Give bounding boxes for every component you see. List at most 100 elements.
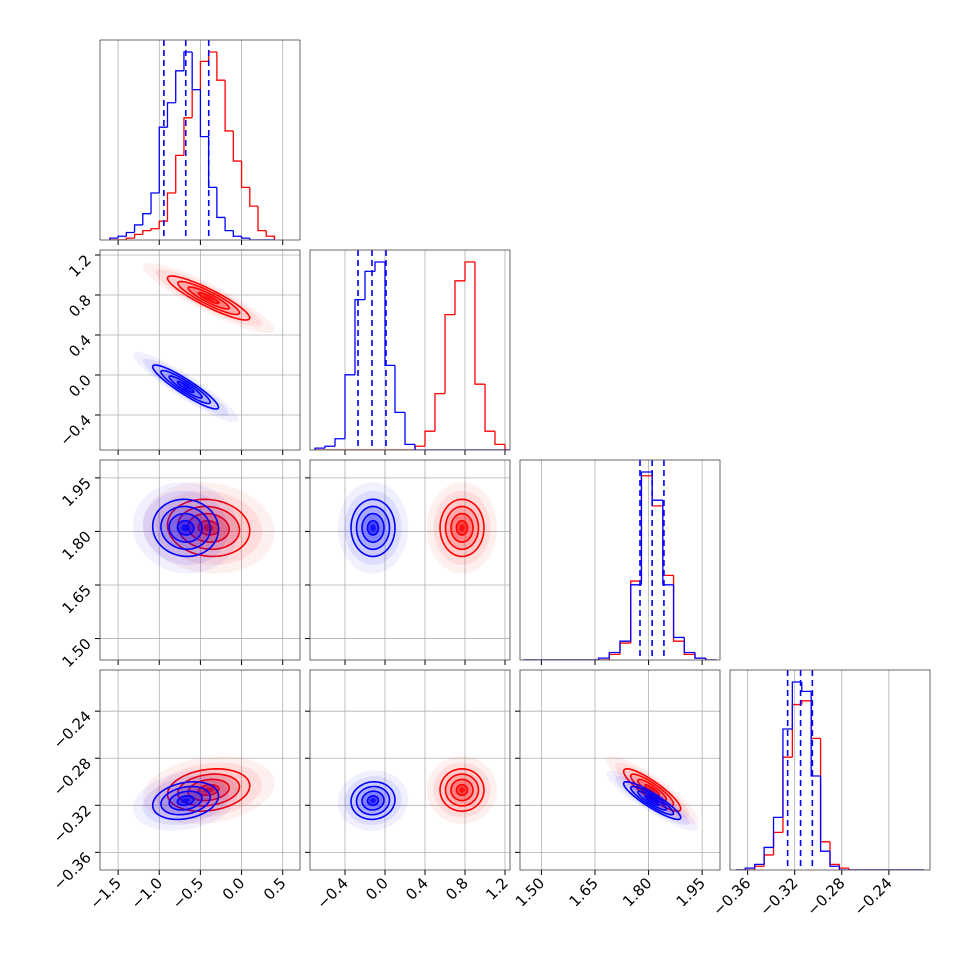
panel-border [99,39,301,241]
x-tick-label: 0.4 [402,874,432,904]
x-tick-label: 1.95 [673,874,709,910]
histogram-step [191,52,201,91]
x-tick-label: 1.2 [482,874,512,904]
y-tick-label: −0.28 [50,754,95,799]
panel-border [309,459,511,661]
histogram-step [848,868,859,870]
histogram-step [791,681,802,729]
histogram-step [374,261,385,272]
panel-border [99,459,301,661]
histogram-step [142,213,152,225]
panel-content [109,40,284,240]
histogram-step [125,231,135,237]
histogram-step [474,262,485,385]
panel-border [729,669,931,871]
contour [181,384,190,390]
y-tick-label: 1.2 [65,251,95,281]
histogram-step [662,500,674,586]
histogram-step [694,652,706,659]
y-tick-label: 0.4 [65,331,95,361]
x-tick-label: 0.8 [442,874,472,904]
y-tick-label: −0.4 [56,411,94,449]
x-tick-label: −0.32 [756,874,801,919]
panel-content [520,670,720,870]
histogram-step [810,691,821,777]
histogram-step [240,161,250,189]
histogram-step [240,236,250,239]
histogram-step [782,728,793,818]
panel [310,460,510,660]
histogram-step [232,130,242,162]
histogram-step [142,229,152,235]
histogram-step [265,230,276,240]
histogram-step [199,60,209,90]
histogram-step [829,851,840,867]
x-tick-label: 0.0 [219,874,249,904]
panel [100,460,300,660]
histogram-step [608,651,620,659]
histogram-step [166,102,176,128]
histogram-step [444,313,455,394]
histogram-step [183,117,193,156]
contour [203,295,214,301]
contour [370,798,376,803]
panel-content [314,250,510,450]
panel-content [310,670,510,870]
histogram-step [838,866,849,870]
contour [370,524,376,532]
y-tick-label: −0.36 [50,848,95,893]
histogram-step [199,89,209,138]
panel-border [309,669,511,871]
histogram-step [464,261,475,281]
histogram-step [744,867,755,870]
histogram-step [414,444,425,450]
panel-content [100,460,300,660]
histogram-step [158,220,168,229]
histogram-step [597,657,610,660]
x-tick-label: −1.5 [86,874,124,912]
histogram-step [672,584,685,639]
histogram-step [494,431,505,446]
x-tick-label: 0.0 [362,874,392,904]
histogram-step [150,192,160,214]
histogram-step [772,816,783,848]
histogram-step [117,235,127,239]
histogram-step [216,52,226,81]
histogram-step [683,637,695,654]
contour [459,787,465,793]
panel-content [100,250,300,450]
histogram-step [224,217,234,232]
y-tick-label: 1.95 [58,474,94,510]
contour [648,787,656,793]
histogram-step [166,192,176,222]
histogram-step [216,187,226,219]
x-tick-label: 1.50 [512,874,548,910]
panel [310,250,510,450]
histogram-step [394,365,405,414]
histogram-step [232,230,242,237]
histogram-step [175,70,184,103]
histogram-step [183,51,193,71]
histogram-step [133,224,143,233]
panel [520,460,720,660]
contour [459,524,465,532]
histogram-step [763,846,774,865]
histogram-step [150,228,160,231]
contour [203,787,214,793]
x-tick-label: 1.80 [619,874,655,910]
histogram-step [224,80,234,132]
x-tick-label: 0.5 [260,874,290,904]
histogram-step [705,658,717,660]
y-tick-label: −0.24 [50,707,95,752]
histogram-step [630,584,642,642]
panel-border [519,459,721,661]
panel-content [310,460,510,660]
x-tick-label: −0.5 [169,874,207,912]
y-tick-label: 1.50 [58,635,94,671]
histogram-step [324,445,335,449]
histogram-step [434,392,445,432]
histogram-step [125,237,135,240]
histogram-step [249,238,259,240]
histogram-step [801,700,812,705]
